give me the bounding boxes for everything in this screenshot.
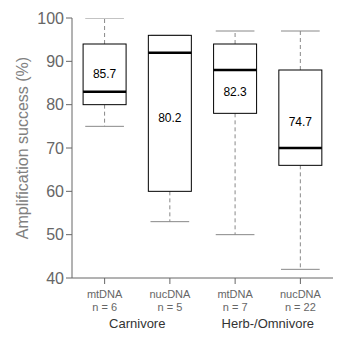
- svg-text:nucDNAn = 22: nucDNAn = 22: [280, 288, 322, 313]
- svg-text:90: 90: [46, 53, 64, 70]
- svg-text:mtDNAn = 6: mtDNAn = 6: [87, 288, 123, 313]
- svg-text:82.3: 82.3: [223, 85, 247, 99]
- svg-text:40: 40: [46, 270, 64, 287]
- svg-text:80.2: 80.2: [158, 111, 182, 125]
- svg-text:70: 70: [46, 140, 64, 157]
- svg-text:mtDNAn = 7: mtDNAn = 7: [217, 288, 253, 313]
- svg-text:Amplification success (%): Amplification success (%): [14, 57, 31, 239]
- svg-text:74.7: 74.7: [289, 115, 313, 129]
- svg-text:80: 80: [46, 96, 64, 113]
- html-text:Carnivore: Carnivore: [109, 316, 166, 331]
- svg-text:100: 100: [37, 10, 64, 27]
- svg-text:85.7: 85.7: [93, 67, 117, 81]
- svg-text:60: 60: [46, 183, 64, 200]
- html-text:Herb-/Omnivore: Herb-/Omnivore: [221, 316, 314, 331]
- svg-text:nucDNAn = 5: nucDNAn = 5: [149, 288, 191, 313]
- svg-text:50: 50: [46, 226, 64, 243]
